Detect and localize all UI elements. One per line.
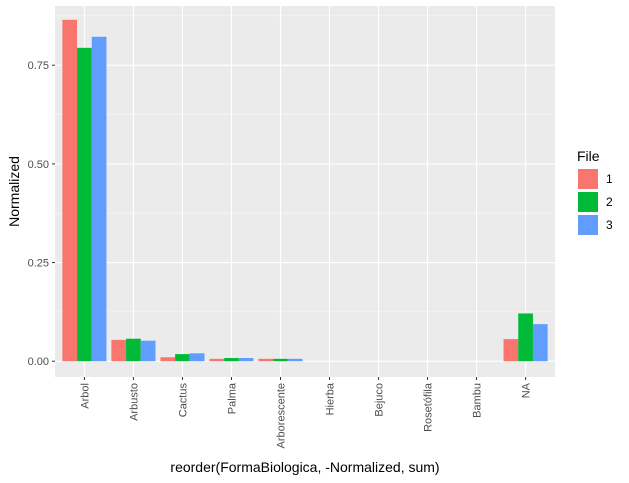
bar-arbusto-file-1 (111, 339, 127, 362)
bar-palma-file-3 (238, 358, 254, 362)
bar-arborescente-file-1 (258, 358, 274, 362)
bar-arbusto-file-2 (126, 338, 141, 362)
x-tick-label: NA (521, 382, 533, 398)
y-tick-label: 0.00 (28, 356, 49, 368)
y-axis-title: Normalized (6, 156, 22, 227)
bar-na-file-2 (518, 313, 533, 362)
major-gridlines (55, 6, 555, 377)
x-axis: Arbol Arbusto Cactus Palma Arborescente Hierb… (79, 377, 533, 448)
x-tick-label: Bambu (472, 383, 484, 418)
bar-cactus-file-2 (175, 354, 190, 362)
y-tick-label: 0.75 (28, 60, 49, 72)
x-tick-label: Arbusto (128, 383, 140, 421)
bar-na-file-3 (532, 324, 548, 362)
legend-key-file-3 (578, 215, 598, 235)
bar-arbol-file-2 (77, 47, 92, 362)
x-tick-label: Arborescente (275, 383, 287, 448)
x-tick-label: Bejuco (374, 383, 386, 417)
legend: File 1 2 3 (577, 148, 613, 235)
bar-na-file-1 (503, 339, 519, 362)
bar-palma-file-1 (209, 358, 225, 362)
legend-label: 1 (606, 172, 613, 186)
legend-key-file-2 (578, 192, 598, 212)
bar-arbusto-file-3 (140, 340, 156, 362)
legend-label: 2 (606, 195, 613, 209)
legend-key-file-1 (578, 169, 598, 189)
y-axis: 0.00 0.25 0.50 0.75 (28, 60, 55, 368)
x-axis-title: reorder(FormaBiologica, -Normalized, sum… (170, 459, 439, 475)
legend-title: File (577, 148, 600, 164)
bar-arbol-file-1 (62, 19, 78, 362)
x-tick-label: Cactus (177, 383, 189, 418)
bar-arborescente-file-3 (287, 358, 303, 362)
bar-cactus-file-3 (189, 353, 205, 362)
bars (62, 19, 548, 362)
x-tick-label: Hierba (325, 382, 337, 415)
y-tick-label: 0.50 (28, 159, 49, 171)
y-tick-label: 0.25 (28, 258, 49, 270)
x-tick-label: Arbol (79, 383, 91, 409)
legend-label: 3 (606, 218, 613, 232)
bar-arbol-file-3 (91, 36, 107, 362)
bar-arborescente-file-2 (273, 358, 288, 362)
x-tick-label: Palma (226, 382, 238, 414)
bar-cactus-file-1 (160, 357, 176, 362)
bar-palma-file-2 (224, 358, 239, 362)
minor-gridlines (55, 15, 555, 313)
x-tick-label: Rosetófila (423, 382, 435, 432)
plot-panel (55, 6, 555, 377)
